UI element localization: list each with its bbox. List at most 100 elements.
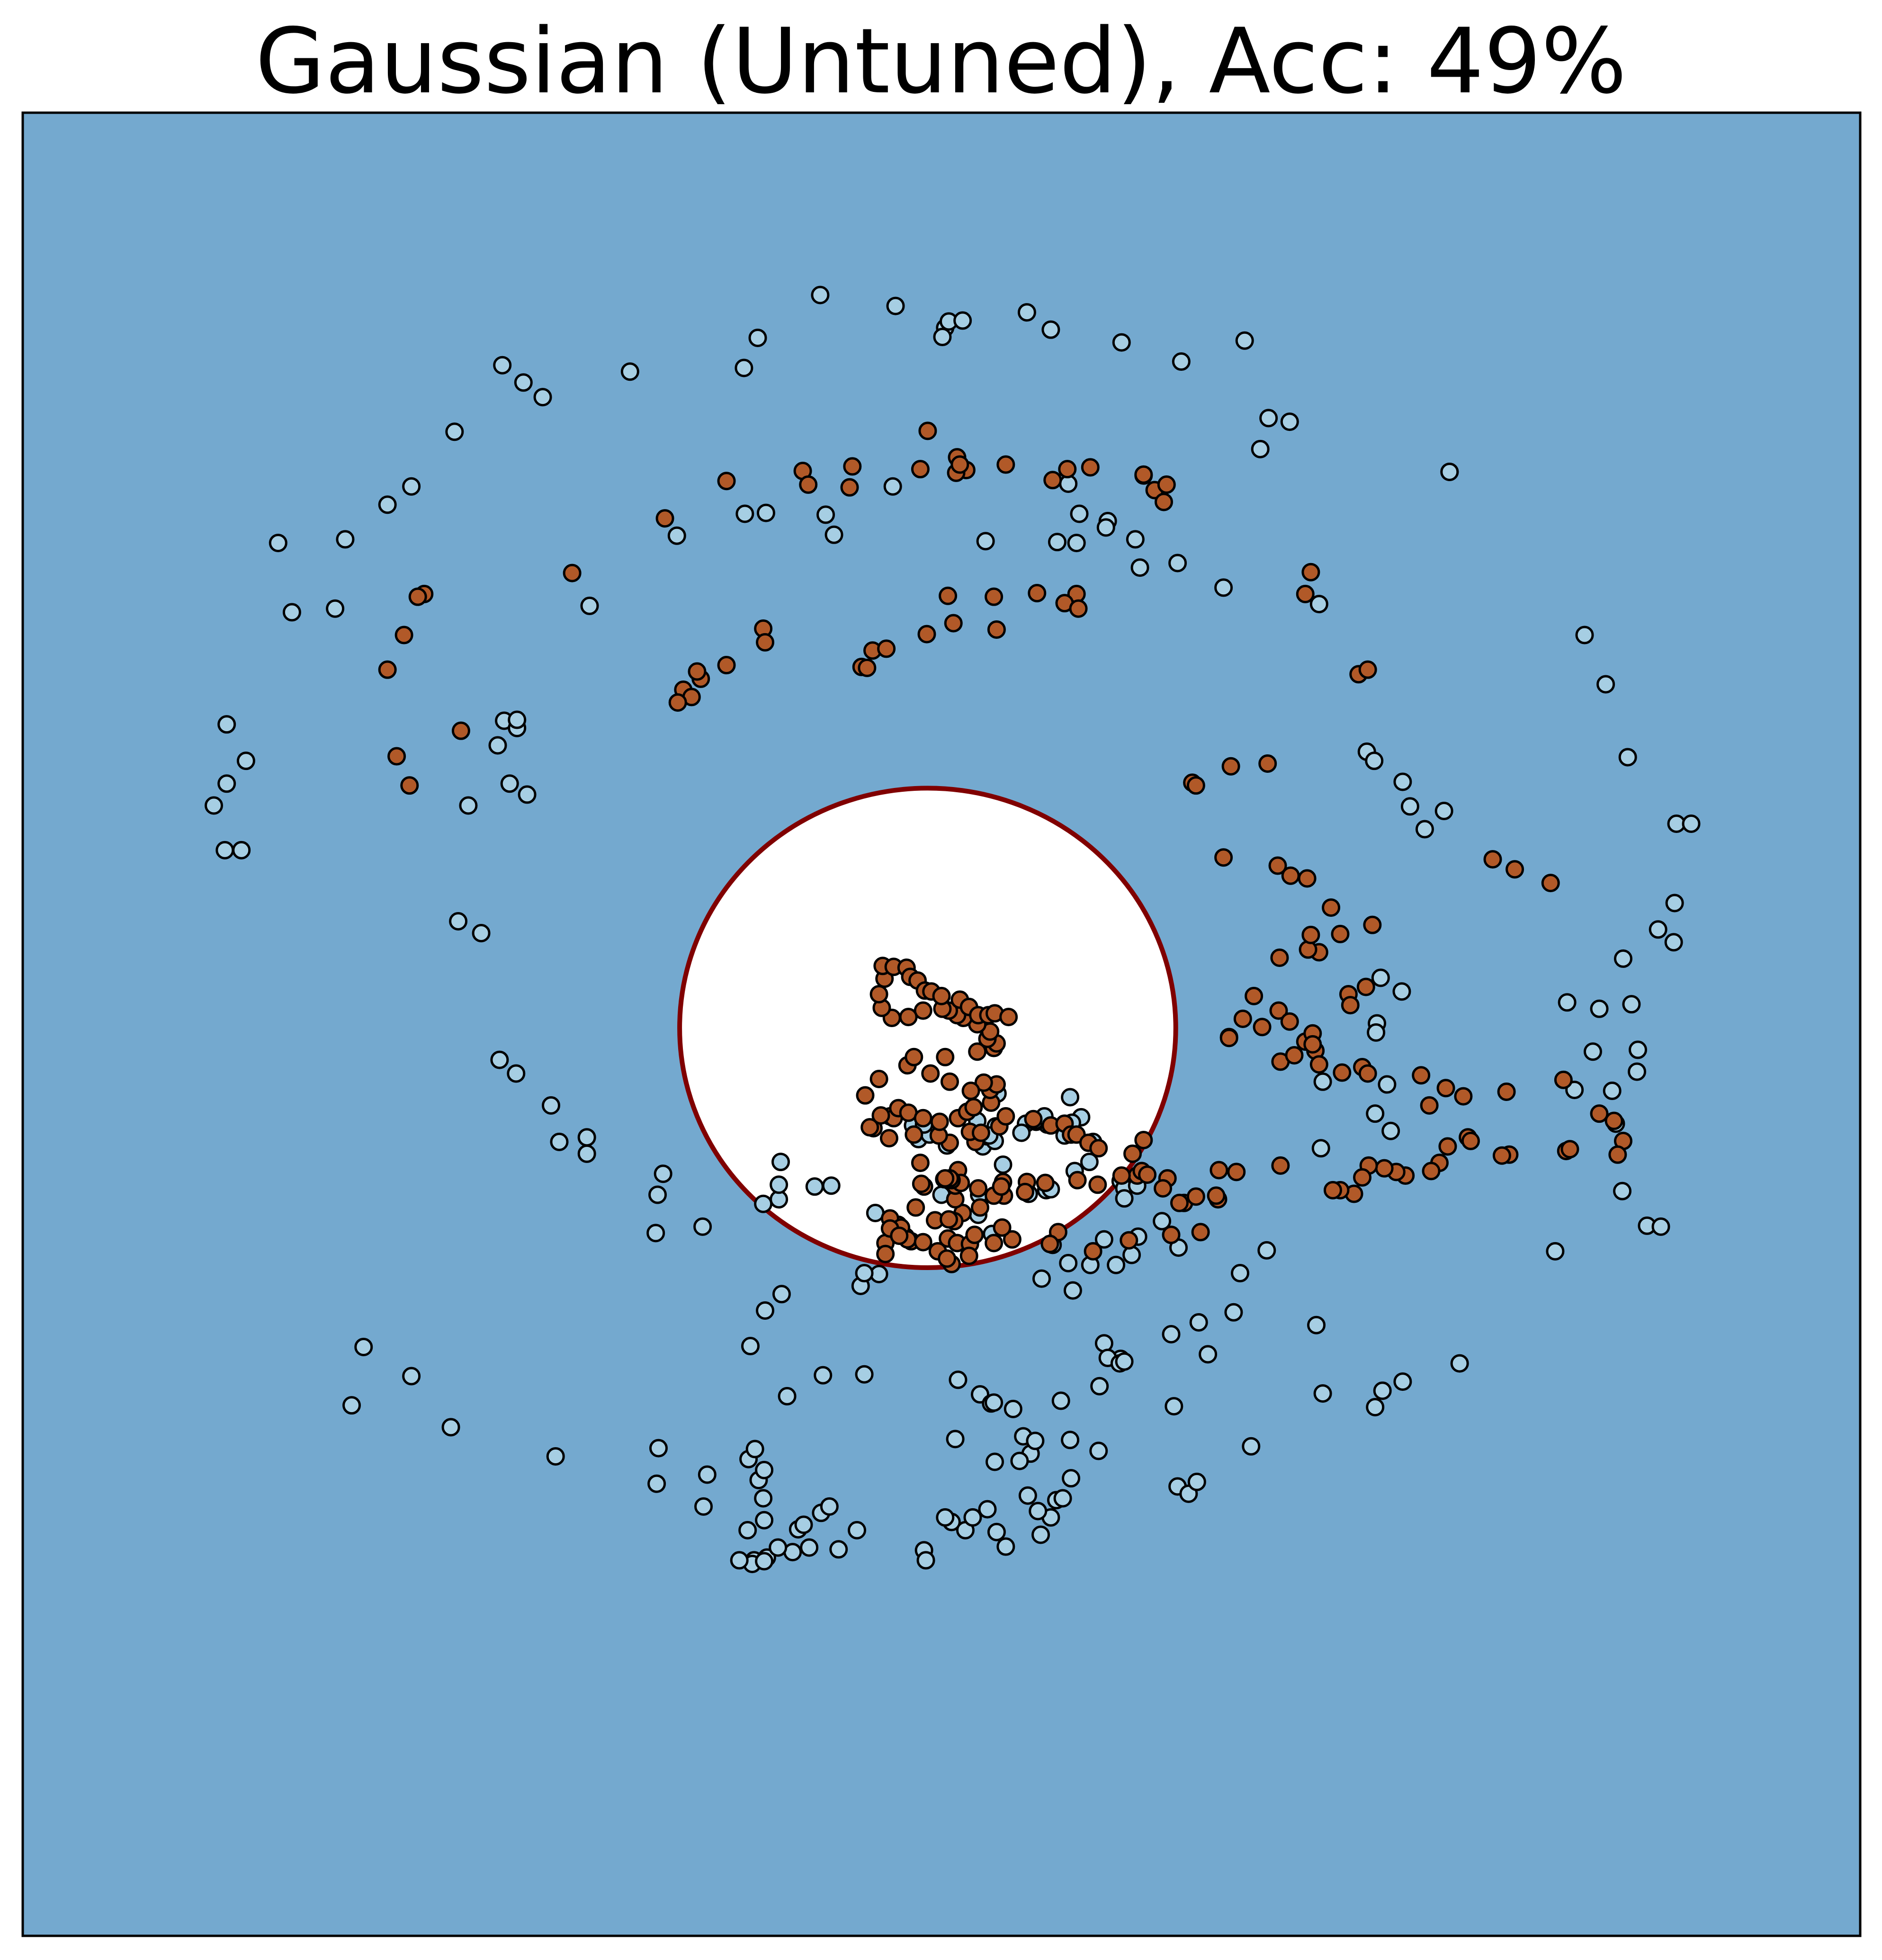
data-point-light-blue [933,328,952,347]
data-point-light-blue [1130,558,1149,577]
data-point-orange [1068,1171,1087,1190]
data-point-orange [1170,1193,1189,1212]
data-point-orange [992,1177,1011,1196]
data-point-light-blue [1107,1255,1126,1274]
data-point-orange [1040,1235,1059,1253]
data-point-orange [877,639,896,658]
data-point-orange [1112,1166,1131,1185]
data-point-orange [1081,458,1100,477]
data-point-light-blue [848,1521,867,1539]
data-point-light-blue [1257,1241,1276,1260]
data-point-orange [944,614,963,633]
data-point-light-blue [1450,1354,1469,1373]
data-point-orange [1162,1226,1181,1244]
data-point-orange [969,1179,988,1198]
data-point-orange [1258,754,1277,773]
decision-region [677,786,1178,1270]
data-point-orange [1303,1035,1322,1054]
data-point-orange [1245,986,1264,1005]
data-point-light-blue [282,603,301,622]
data-point-orange [1608,1145,1627,1164]
data-point-light-blue [508,710,527,729]
data-point-orange [860,1118,879,1137]
data-point-light-blue [976,532,995,551]
data-point-light-blue [738,1521,757,1539]
data-point-light-blue [755,1552,774,1571]
data-point-light-blue [1224,1303,1243,1322]
data-point-orange [1454,1087,1473,1106]
data-point-light-blue [1070,504,1089,523]
data-point-orange [1016,1182,1035,1201]
data-point-light-blue [472,924,491,942]
data-point-orange [1221,757,1240,776]
data-point-orange [938,1249,957,1268]
data-point-orange [1157,475,1176,494]
data-point-light-blue [816,505,835,524]
data-point-orange [961,1082,980,1101]
data-point-light-blue [1153,1212,1172,1231]
data-point-light-blue [778,1387,797,1405]
data-point-light-blue [1187,1472,1206,1491]
data-point-light-blue [236,752,255,770]
data-point-light-blue [533,388,552,407]
data-point-orange [930,1112,949,1131]
data-point-light-blue [741,1337,760,1356]
data-point-orange [1301,925,1320,944]
data-point-light-blue [1622,995,1641,1014]
data-point-light-blue [217,774,236,793]
data-point-orange [843,457,862,476]
data-point-light-blue [232,841,251,859]
data-point-light-blue [978,1500,997,1519]
data-point-orange [1322,898,1341,917]
data-point-light-blue [1051,1391,1070,1410]
data-point-orange [912,1174,931,1193]
data-point-orange [451,721,470,740]
data-point-light-blue [648,1185,667,1204]
data-point-light-blue [824,525,843,544]
data-point-orange [1186,1187,1205,1206]
data-point-orange [965,1226,984,1244]
data-point-light-blue [735,358,753,377]
data-point-light-blue [269,534,287,553]
data-point-light-blue [402,1367,421,1386]
data-point-orange [987,620,1006,639]
data-point-orange [1036,1173,1055,1192]
data-point-light-blue [459,796,478,815]
data-point-orange [936,1169,955,1188]
data-point-light-blue [1280,412,1299,431]
data-point-light-blue [1546,1242,1565,1261]
data-point-light-blue [735,504,754,523]
data-point-orange [1134,465,1153,484]
scatter-points [205,286,1701,1574]
data-point-light-blue [1214,578,1233,597]
data-point-light-blue [1629,1040,1648,1059]
data-point-orange [858,658,877,677]
data-point-orange [408,587,427,606]
data-point-orange [1233,1009,1252,1028]
data-point-orange [1331,924,1350,943]
data-point-orange [1154,1179,1173,1198]
data-point-light-blue [336,530,355,549]
data-point-light-blue [1590,999,1609,1018]
data-point-orange [1207,1186,1226,1205]
data-point-light-blue [755,1460,774,1479]
data-point-light-blue [1378,1075,1397,1094]
data-point-orange [1210,1161,1228,1180]
data-point-orange [1028,583,1047,602]
data-point-light-blue [953,311,972,330]
data-point-light-blue [1012,1123,1031,1142]
data-point-light-blue [1613,949,1632,968]
data-point-orange [890,1226,909,1245]
data-point-light-blue [1061,1431,1080,1450]
data-point-light-blue [620,362,639,381]
data-point-light-blue [1575,626,1594,644]
data-point-orange [1604,1111,1623,1130]
data-point-orange [1084,1242,1102,1261]
data-point-orange [1281,866,1300,885]
data-point-light-blue [771,1153,790,1172]
data-point-orange [1541,874,1560,893]
chart-title: Gaussian (Untuned), Acc: 49% [255,9,1627,114]
data-point-light-blue [800,1538,819,1557]
data-point-orange [1024,1110,1043,1128]
